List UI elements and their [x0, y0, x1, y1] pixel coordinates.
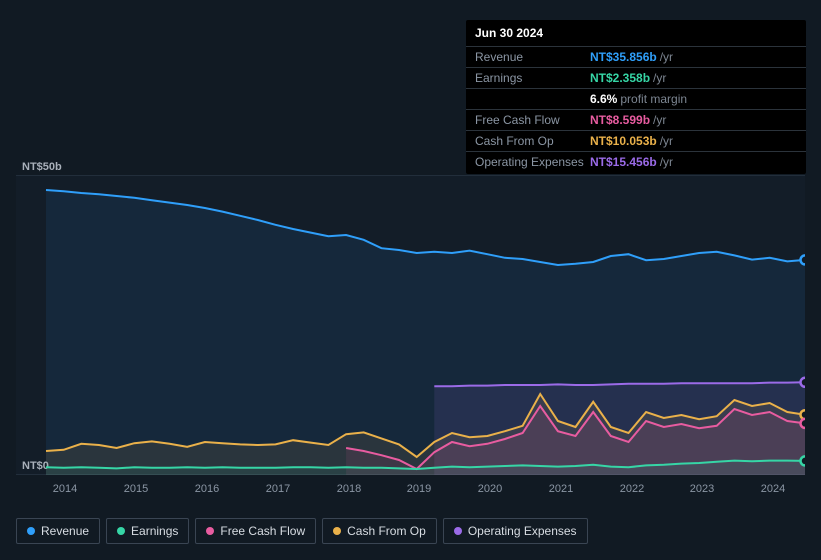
tooltip-row-value: NT$10.053b	[590, 134, 657, 148]
tooltip-row-label: Free Cash Flow	[475, 113, 590, 127]
x-axis-tick: 2022	[620, 483, 644, 495]
tooltip-row-suffix: profit margin	[620, 92, 687, 106]
tooltip-row: 6.6%profit margin	[466, 88, 806, 109]
tooltip-row: Free Cash FlowNT$8.599b/yr	[466, 109, 806, 130]
legend-item[interactable]: Revenue	[16, 518, 100, 544]
tooltip-row: EarningsNT$2.358b/yr	[466, 67, 806, 88]
tooltip-row: Cash From OpNT$10.053b/yr	[466, 130, 806, 151]
legend-item[interactable]: Operating Expenses	[443, 518, 588, 544]
x-axis-tick: 2014	[53, 483, 77, 495]
series-end-marker	[801, 378, 806, 387]
tooltip-row-label: Cash From Op	[475, 134, 590, 148]
x-axis-tick: 2024	[761, 483, 785, 495]
tooltip-row-suffix: /yr	[660, 155, 673, 169]
tooltip-rows: RevenueNT$35.856b/yrEarningsNT$2.358b/yr…	[466, 46, 806, 172]
tooltip-row-suffix: /yr	[653, 71, 666, 85]
tooltip-row-suffix: /yr	[653, 113, 666, 127]
tooltip-row-value: NT$2.358b	[590, 71, 650, 85]
legend: Revenue Earnings Free Cash Flow Cash From O…	[16, 518, 588, 544]
tooltip-row-label: Operating Expenses	[475, 155, 590, 169]
x-axis-tick: 2023	[690, 483, 714, 495]
legend-item-label: Revenue	[41, 524, 89, 538]
legend-dot-icon	[206, 527, 214, 535]
legend-dot-icon	[333, 527, 341, 535]
legend-item-label: Operating Expenses	[468, 524, 577, 538]
chart-svg[interactable]	[16, 175, 805, 475]
x-axis-tick: 2016	[195, 483, 219, 495]
legend-item-label: Earnings	[131, 524, 178, 538]
tooltip-row-value: 6.6%	[590, 92, 617, 106]
tooltip-row-suffix: /yr	[660, 134, 673, 148]
legend-item-label: Free Cash Flow	[220, 524, 305, 538]
x-axis-tick: 2017	[266, 483, 290, 495]
tooltip-row: RevenueNT$35.856b/yr	[466, 46, 806, 67]
x-axis-tick: 2020	[478, 483, 502, 495]
tooltip: Jun 30 2024 RevenueNT$35.856b/yrEarnings…	[466, 20, 806, 174]
tooltip-row-suffix: /yr	[660, 50, 673, 64]
tooltip-row-value: NT$8.599b	[590, 113, 650, 127]
x-axis-tick: 2018	[337, 483, 361, 495]
tooltip-row-label: Earnings	[475, 71, 590, 85]
tooltip-row: Operating ExpensesNT$15.456b/yr	[466, 151, 806, 172]
tooltip-row-value: NT$35.856b	[590, 50, 657, 64]
tooltip-row-value: NT$15.456b	[590, 155, 657, 169]
x-axis-tick: 2021	[549, 483, 573, 495]
legend-dot-icon	[27, 527, 35, 535]
legend-dot-icon	[454, 527, 462, 535]
legend-item[interactable]: Free Cash Flow	[195, 518, 316, 544]
legend-item[interactable]: Cash From Op	[322, 518, 437, 544]
tooltip-row-label	[475, 92, 590, 106]
series-end-marker	[801, 419, 806, 428]
legend-dot-icon	[117, 527, 125, 535]
x-axis-tick: 2019	[407, 483, 431, 495]
series-end-marker	[801, 456, 806, 465]
tooltip-date: Jun 30 2024	[466, 20, 806, 46]
y-axis-max-label: NT$50b	[22, 161, 62, 173]
series-end-marker	[801, 255, 806, 264]
legend-item-label: Cash From Op	[347, 524, 426, 538]
x-axis-tick: 2015	[124, 483, 148, 495]
legend-item[interactable]: Earnings	[106, 518, 189, 544]
tooltip-row-label: Revenue	[475, 50, 590, 64]
